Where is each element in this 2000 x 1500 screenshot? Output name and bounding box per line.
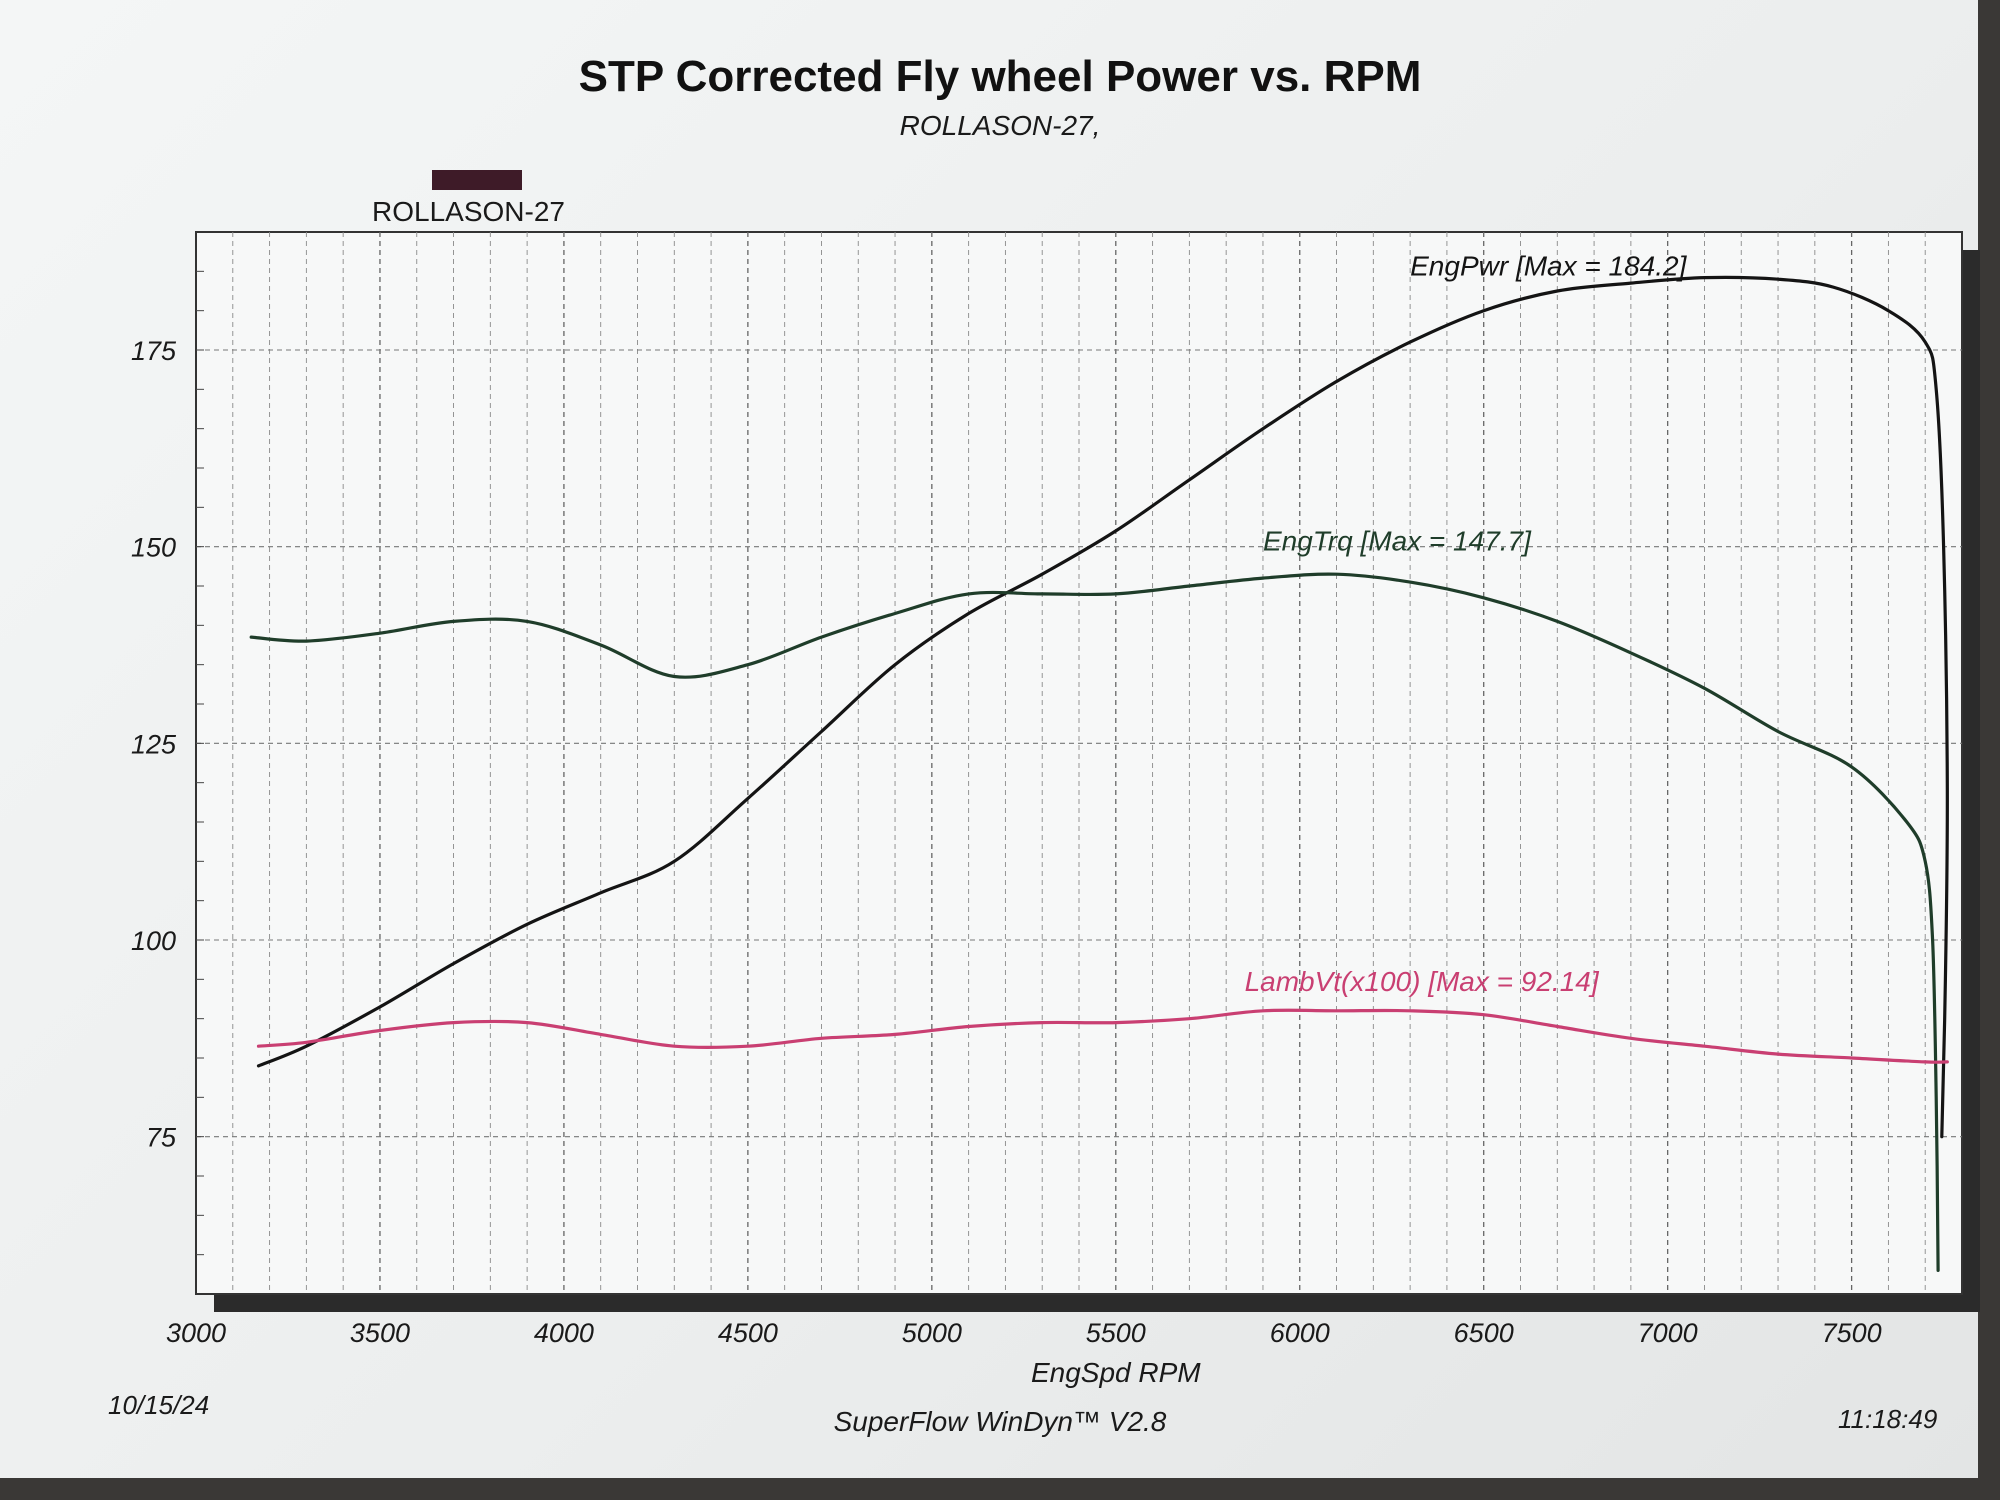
x-tick-label: 3000 xyxy=(166,1318,226,1348)
x-tick-label: 5500 xyxy=(1086,1318,1146,1348)
x-tick-label: 3500 xyxy=(350,1318,410,1348)
x-tick-label: 4000 xyxy=(534,1318,594,1348)
y-tick-label: 175 xyxy=(131,336,177,366)
print-date: 10/15/24 xyxy=(108,1390,210,1420)
engpwr-line xyxy=(256,275,1949,1139)
y-tick-label: 100 xyxy=(131,926,176,956)
lambvt-line xyxy=(256,1008,1949,1064)
legend-label: ROLLASON-27 xyxy=(372,196,565,227)
print-time: 11:18:49 xyxy=(1838,1404,1938,1434)
software-version: SuperFlow WinDyn™ V2.8 xyxy=(833,1406,1167,1437)
x-tick-label: 4500 xyxy=(718,1318,778,1348)
x-tick-label: 6000 xyxy=(1270,1318,1330,1348)
chart-title: STP Corrected Fly wheel Power vs. RPM xyxy=(578,52,1422,101)
legend-swatch xyxy=(432,170,522,190)
y-tick-label: 150 xyxy=(131,533,176,563)
x-axis-label: EngSpd RPM xyxy=(1031,1357,1201,1388)
x-tick-label: 6500 xyxy=(1454,1318,1514,1348)
engpwr-annotation: EngPwr [Max = 184.2] xyxy=(1410,250,1687,281)
chart-subtitle: ROLLASON-27, xyxy=(899,110,1101,141)
engtrq-annotation: EngTrq [Max = 147.7] xyxy=(1263,526,1532,557)
engtrq-line xyxy=(249,572,1940,1272)
lambvt-annotation: LambVt(x100) [Max = 92.14] xyxy=(1245,966,1600,997)
y-tick-label: 125 xyxy=(131,729,177,759)
x-tick-label: 5000 xyxy=(902,1318,962,1348)
x-tick-label: 7500 xyxy=(1822,1318,1882,1348)
y-tick-label: 75 xyxy=(146,1123,177,1153)
x-tick-label: 7000 xyxy=(1638,1318,1698,1348)
